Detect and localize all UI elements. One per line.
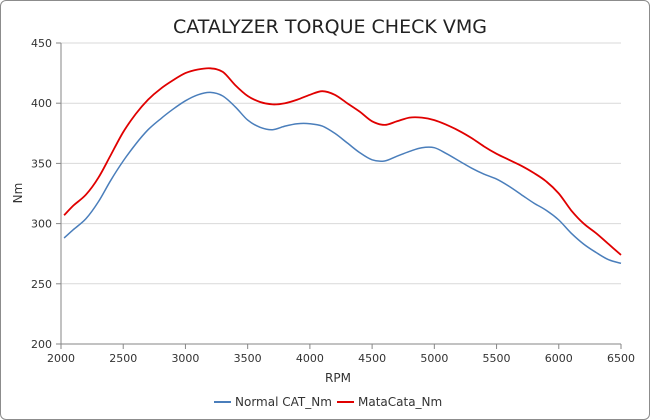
legend-label: MataCata_Nm [358, 395, 442, 409]
y-tick-label: 200 [31, 338, 52, 351]
x-tick-label: 6000 [545, 352, 573, 365]
x-tick-label: 2000 [47, 352, 75, 365]
y-tick-label: 400 [31, 97, 52, 110]
chart-title: CATALYZER TORQUE CHECK VMG [173, 16, 487, 38]
x-tick-label: 6500 [607, 352, 635, 365]
x-tick-label: 3000 [171, 352, 199, 365]
x-tick-label: 4500 [358, 352, 386, 365]
x-tick-label: 3500 [234, 352, 262, 365]
y-tick-label: 450 [31, 37, 52, 50]
legend-label: Normal CAT_Nm [235, 395, 332, 409]
x-axis-ticks: 2000 2500 3000 3500 4000 4500 5000 5500 6000 6500 [47, 344, 635, 365]
y-axis-ticks: 200 250 300 350 400 450 [31, 37, 61, 351]
x-tick-label: 2500 [109, 352, 137, 365]
x-axis-label: RPM [325, 371, 351, 385]
y-tick-label: 350 [31, 157, 52, 170]
y-tick-label: 300 [31, 218, 52, 231]
gridlines [61, 42, 621, 285]
series-line-normal-cat [63, 91, 622, 265]
y-axis-label: Nm [11, 183, 25, 204]
x-tick-label: 5500 [483, 352, 511, 365]
legend: Normal CAT_Nm MataCata_Nm [214, 395, 442, 409]
series-line-matacata [63, 67, 622, 256]
series-lines [63, 67, 622, 265]
y-tick-label: 250 [31, 278, 52, 291]
x-tick-label: 5000 [420, 352, 448, 365]
x-tick-label: 4000 [296, 352, 324, 365]
